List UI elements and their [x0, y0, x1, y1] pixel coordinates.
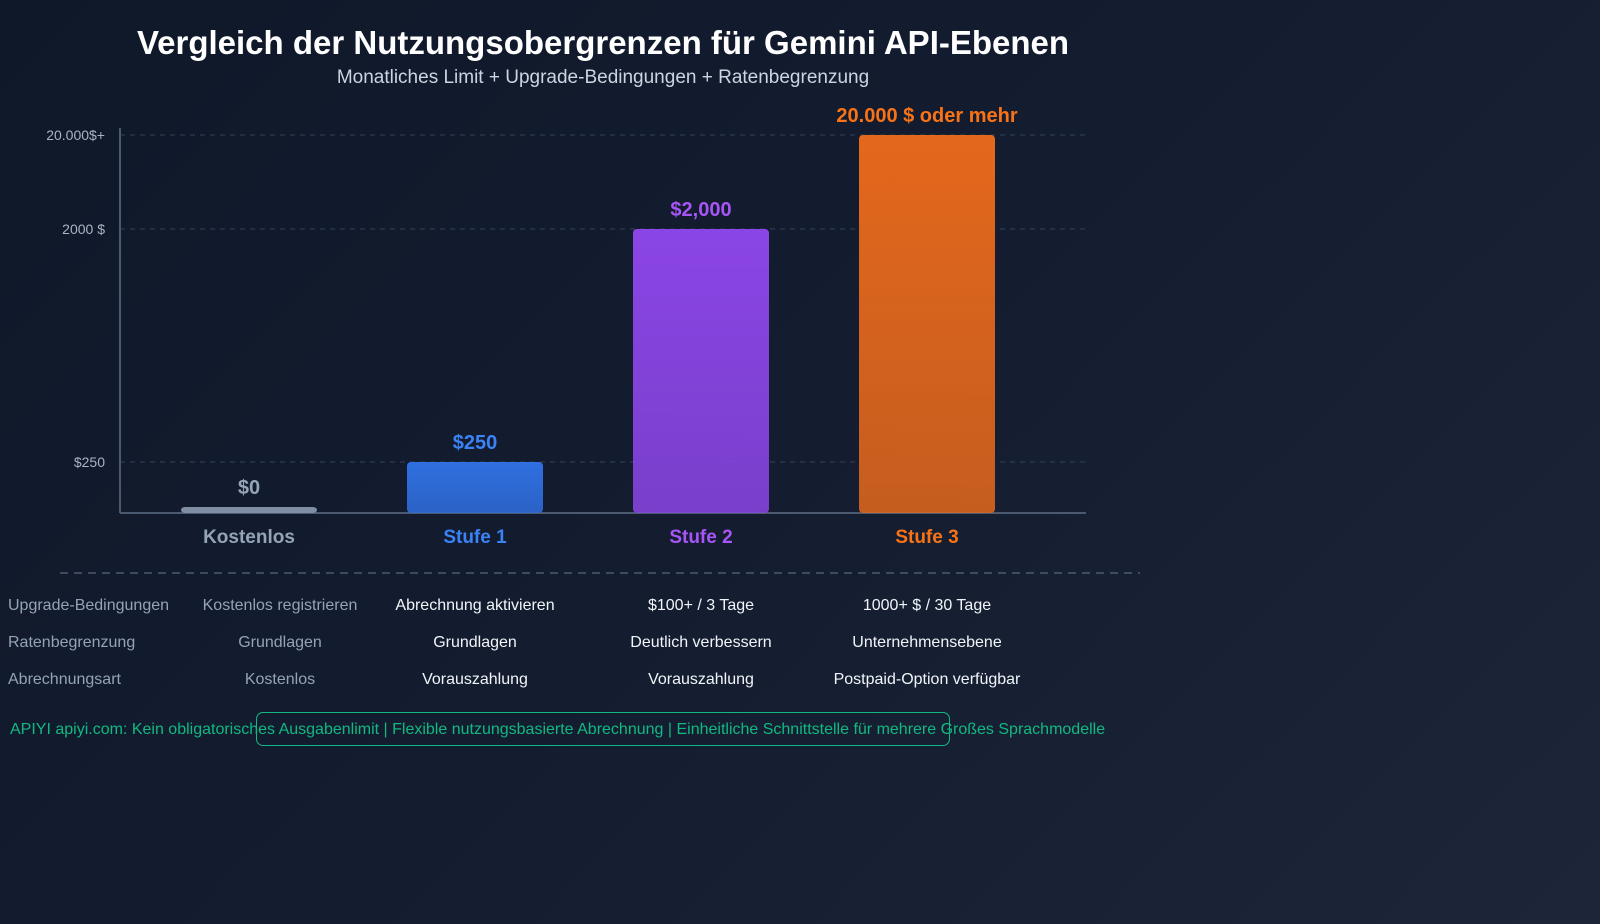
x-tick-label: Stufe 3	[895, 527, 958, 548]
table-cell: Kostenlos	[244, 671, 316, 688]
x-tick-label: Stufe 1	[443, 527, 507, 548]
bar-stufe-2	[633, 229, 769, 513]
chart-title: Vergleich der Nutzungsobergrenzen für Ge…	[136, 24, 1070, 61]
bar-kostenlos	[181, 507, 317, 513]
row-label: Ratenbegrenzung	[8, 634, 136, 651]
table-cell: 1000+ $ / 30 Tage	[862, 597, 992, 614]
table-cell: Grundlagen	[433, 634, 517, 651]
row-label: Abrechnungsart	[8, 671, 121, 688]
y-tick-label: 20.000$+	[46, 127, 105, 143]
table-cell: Abrechnung aktivieren	[395, 597, 555, 614]
table-cell: Grundlagen	[238, 634, 322, 651]
y-tick-label: $250	[74, 454, 105, 470]
table-cell: Unternehmensebene	[852, 634, 1002, 651]
x-tick-label: Kostenlos	[203, 527, 295, 548]
chart-subtitle: Monatliches Limit + Upgrade-Bedingungen …	[336, 67, 870, 88]
x-tick-label: Stufe 2	[669, 527, 732, 548]
data-label: 20.000 $ oder mehr	[836, 105, 1017, 127]
data-label: $2,000	[670, 199, 731, 221]
footer-highlight-box	[256, 712, 950, 746]
footer-note: APIYI apiyi.com: Kein obligatorisches Au…	[10, 721, 1106, 738]
table-cell: Kostenlos registrieren	[202, 597, 358, 614]
table-cell: Deutlich verbessern	[630, 634, 772, 651]
data-label: $0	[238, 477, 260, 499]
row-label: Upgrade-Bedingungen	[8, 597, 170, 614]
bar-stufe-3	[859, 135, 995, 513]
table-cell: Vorauszahlung	[422, 671, 528, 688]
bar-stufe-1	[407, 462, 543, 513]
data-label: $250	[453, 432, 498, 454]
table-cell: Vorauszahlung	[648, 671, 754, 688]
table-cell: Postpaid-Option verfügbar	[833, 671, 1021, 688]
y-tick-label: 2000 $	[62, 221, 105, 237]
table-cell: $100+ / 3 Tage	[647, 597, 755, 614]
